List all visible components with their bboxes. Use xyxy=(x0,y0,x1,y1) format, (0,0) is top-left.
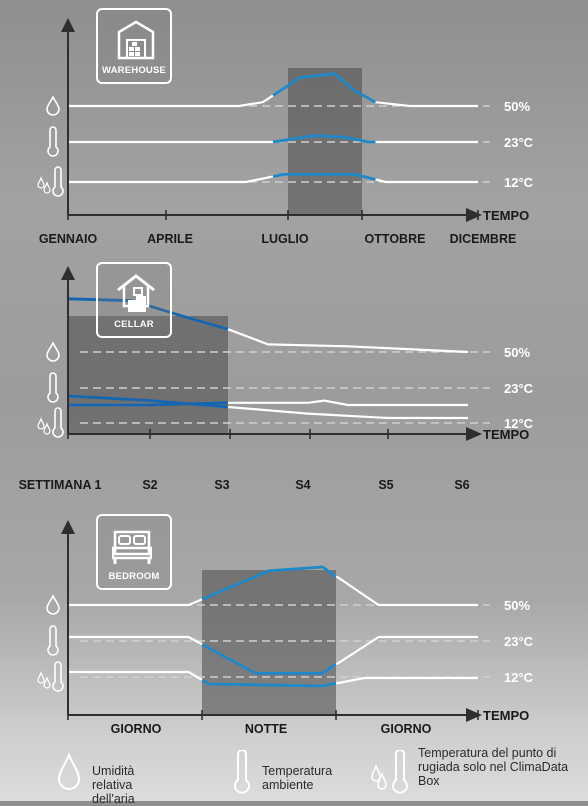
cellar-label: CELLAR xyxy=(114,319,154,330)
drop-icon xyxy=(37,176,45,189)
series-highlight-23°C xyxy=(272,134,376,144)
bedroom-label: BEDROOM xyxy=(108,571,160,582)
legend-humidity-label: Umidità relativa dell'aria xyxy=(92,764,135,806)
legend: Umidità relativa dell'aria Temperatura a… xyxy=(0,740,588,806)
legend-temperature-label: Temperatura ambiente xyxy=(262,764,333,792)
legend-dewpoint-label: Temperatura del punto di rugiada solo ne… xyxy=(418,746,569,788)
shade-band xyxy=(68,316,228,434)
series-highlight-50% xyxy=(67,297,229,331)
tick-label: S6 xyxy=(454,478,469,492)
y-axis-arrow xyxy=(61,520,75,534)
thermometer-icon xyxy=(47,625,59,656)
chart-bedroom: 50% 23°C 12°C TEMPO GIORNO NOTTE GIORNO xyxy=(37,520,534,736)
series-highlight-12°C xyxy=(201,678,337,688)
x-axis-label: TEMPO xyxy=(483,708,529,723)
legend-humidity-icon xyxy=(57,752,81,790)
warehouse-badge: WAREHOUSE xyxy=(96,8,172,84)
shade-band xyxy=(288,68,362,215)
bedroom-icon xyxy=(112,530,152,564)
series-highlight-23°C xyxy=(201,643,337,675)
reference-label: 12°C xyxy=(504,175,534,190)
y-axis-arrow xyxy=(61,266,75,280)
tick-label: OTTOBRE xyxy=(365,232,426,246)
drop-icon xyxy=(43,181,51,194)
tick-label: LUGLIO xyxy=(261,232,308,246)
tick-label: GIORNO xyxy=(111,722,162,736)
thermometer-icon xyxy=(47,126,59,157)
series-highlight-50% xyxy=(272,72,377,104)
bedroom-badge: BEDROOM xyxy=(96,514,172,590)
drop-icon xyxy=(37,417,45,430)
series-highlight-12°C xyxy=(68,401,229,407)
tick-label: APRILE xyxy=(147,232,193,246)
reference-label: 12°C xyxy=(504,416,534,431)
dew-point-icon xyxy=(52,166,64,197)
x-axis-label: TEMPO xyxy=(483,427,529,442)
drop-icon xyxy=(43,676,51,689)
x-axis-label: TEMPO xyxy=(483,208,529,223)
tick-label: S5 xyxy=(378,478,393,492)
tick-label: S3 xyxy=(214,478,229,492)
humidity-icon xyxy=(46,594,60,615)
tick-label: DICEMBRE xyxy=(450,232,517,246)
warehouse-icon xyxy=(117,20,155,60)
shade-band xyxy=(202,570,336,715)
y-axis-arrow xyxy=(61,18,75,32)
reference-label: 50% xyxy=(504,345,530,360)
series-highlight-50% xyxy=(201,565,337,601)
tick-label: NOTTE xyxy=(245,722,287,736)
series-highlight-12°C xyxy=(272,173,376,181)
thermometer-icon xyxy=(47,372,59,403)
reference-label: 12°C xyxy=(504,670,534,685)
dew-point-icon xyxy=(52,407,64,438)
tick-label: S4 xyxy=(295,478,310,492)
reference-label: 23°C xyxy=(504,634,534,649)
cellar-badge: CELLAR xyxy=(96,262,172,338)
x-axis-arrow xyxy=(466,708,482,722)
reference-label: 23°C xyxy=(504,135,534,150)
tick-label: S2 xyxy=(142,478,157,492)
humidity-icon xyxy=(46,341,60,362)
tick-label: SETTIMANA 1 xyxy=(19,478,102,492)
cellar-icon xyxy=(117,274,155,312)
legend-temperature-icon xyxy=(234,750,250,794)
chart-warehouse: 50% 23°C 12°C TEMPO GENNAIO APRILE LUGLIO OTTOB… xyxy=(37,18,534,246)
warehouse-label: WAREHOUSE xyxy=(101,65,167,76)
reference-label: 50% xyxy=(504,598,530,613)
legend-dewpoint-icon xyxy=(371,750,408,794)
tick-label: GENNAIO xyxy=(39,232,98,246)
tick-label: GIORNO xyxy=(381,722,432,736)
drop-icon xyxy=(43,422,51,435)
dew-point-icon xyxy=(52,661,64,692)
reference-label: 50% xyxy=(504,99,530,114)
reference-label: 23°C xyxy=(504,381,534,396)
humidity-icon xyxy=(46,95,60,116)
x-axis-arrow xyxy=(466,427,482,441)
drop-icon xyxy=(37,671,45,684)
x-axis-arrow xyxy=(466,208,482,222)
